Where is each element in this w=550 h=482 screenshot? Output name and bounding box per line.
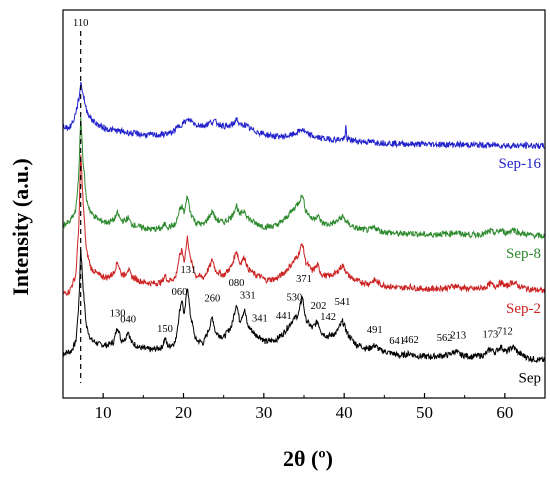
reference-layer: 110 [73, 18, 88, 383]
peak-label-060: 060 [172, 287, 188, 298]
x-tick-label: 20 [175, 403, 192, 422]
peak-label-371: 371 [296, 274, 312, 285]
x-tick-label: 50 [416, 403, 433, 422]
series-label-sep-8: Sep-8 [506, 246, 541, 262]
series-label-sep: Sep [519, 370, 542, 386]
x-tick-label: 40 [336, 403, 353, 422]
peak-label-462: 462 [403, 335, 419, 346]
peak-label-530: 530 [286, 293, 302, 304]
series-line-sep-8 [62, 117, 546, 240]
peak-label-130: 130 [110, 309, 126, 320]
series-layer [62, 81, 546, 364]
x-tick-label: 30 [255, 403, 272, 422]
peak-label-562: 562 [437, 333, 453, 344]
peak-label-173: 173 [482, 329, 498, 340]
peak-label-040: 040 [120, 315, 136, 326]
peak-label-150: 150 [157, 324, 173, 335]
x-tick-label: 60 [496, 403, 513, 422]
peak-label-712: 712 [497, 327, 513, 338]
x-tick-label: 10 [95, 403, 112, 422]
peak-label-131: 131 [180, 265, 196, 276]
peak-label-441: 441 [276, 311, 292, 322]
peak-label-641: 641 [389, 336, 405, 347]
peak-label-260: 260 [205, 294, 221, 305]
series-line-sep [62, 249, 546, 364]
reference-line-label: 110 [73, 18, 88, 29]
peak-label-080: 080 [229, 278, 245, 289]
series-label-sep-2: Sep-2 [506, 301, 541, 317]
peak-label-142: 142 [320, 312, 336, 323]
peak-label-213: 213 [450, 330, 466, 341]
peak-label-202: 202 [311, 301, 327, 312]
peak-label-541: 541 [335, 297, 351, 308]
peak-label-491: 491 [367, 325, 383, 336]
series-line-sep-2 [62, 154, 546, 297]
peak-label-331: 331 [240, 290, 256, 301]
x-axis: 10 20 30 40 50 60 [62, 393, 546, 422]
x-axis-title: 2θ (º) [283, 446, 333, 471]
series-label-sep-16: Sep-16 [499, 156, 542, 172]
peak-label-341: 341 [252, 313, 268, 324]
y-axis-title: Intensity (a.u.) [8, 158, 33, 296]
series-line-sep-16 [62, 81, 546, 150]
